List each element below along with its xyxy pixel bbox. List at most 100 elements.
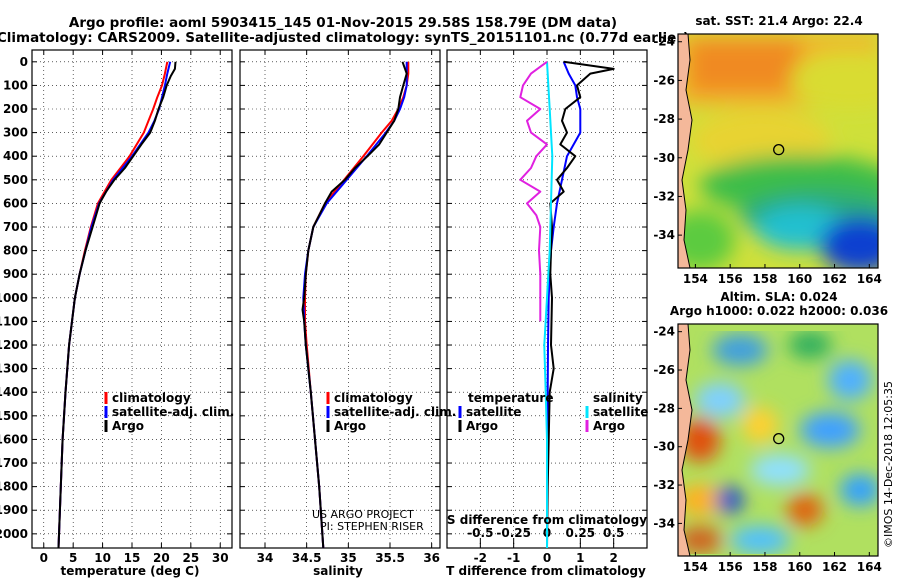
series-line-temperature-satellite (546, 61, 582, 548)
x-tick-label: 25 (182, 551, 199, 565)
sst-coastline (681, 34, 693, 268)
map-x-tick-label: 156 (718, 560, 743, 574)
x-tick-label: 34.5 (292, 551, 322, 565)
map-y-tick-label: -24 (653, 325, 675, 339)
salinity-axis-label: salinity (313, 564, 363, 578)
depth-tick-label: 300 (3, 126, 28, 140)
sla-map (678, 324, 878, 556)
map-x-tick-label: 164 (857, 272, 882, 286)
series-line-satellite-adj-clim- (57, 61, 172, 549)
legend-heading-salinity: salinity (593, 391, 643, 405)
map-y-tick-label: -34 (653, 516, 675, 530)
sst-field (678, 34, 878, 268)
map-x-tick-label: 160 (787, 560, 812, 574)
t-difference-axis-label: T difference from climatology (446, 564, 646, 578)
depth-tick-label: 1300 (0, 362, 28, 376)
map-x-tick-label: 162 (822, 272, 847, 286)
legend-label-satellite: satellite-adj. clim. (112, 405, 234, 419)
x-tick-label: 2 (609, 551, 617, 565)
map-y-tick-label: -26 (653, 73, 675, 87)
credit-line1: US ARGO PROJECT (312, 508, 414, 521)
grid-layer (32, 50, 647, 548)
x-tick-label: 36 (423, 551, 440, 565)
x-tick-label: 10 (94, 551, 111, 565)
x-tick-label: -1 (507, 551, 520, 565)
legend-label-argo: Argo (334, 419, 366, 433)
sst-map-frame (677, 33, 879, 269)
depth-tick-label: 600 (3, 196, 28, 210)
map-x-tick-label: 154 (683, 272, 708, 286)
depth-tick-label: 1600 (0, 432, 28, 446)
salinity-panel-frame (239, 49, 441, 549)
map-x-tick-label: 158 (752, 560, 777, 574)
map-y-tick-label: -26 (653, 363, 675, 377)
depth-tick-label: 400 (3, 149, 28, 163)
temperature-axis-label: temperature (deg C) (61, 564, 200, 578)
temperature-legend: climatology satellite-adj. clim. Argo (104, 391, 234, 433)
sst-map-axes: 154 156 158 160 162 164 -24 -26 -28 -30 -32 -34 (653, 35, 882, 286)
map-x-tick-label: 158 (752, 272, 777, 286)
map-x-tick-label: 154 (683, 560, 708, 574)
series-line-salinity-satellite (543, 61, 554, 548)
x-tick-label: 1 (576, 551, 584, 565)
legend-heading-temperature: temperature (468, 391, 553, 405)
sst-land (678, 34, 692, 268)
depth-tick-label: 700 (3, 220, 28, 234)
legend-label-argo: Argo (112, 419, 144, 433)
s-diff-tick-label: -0.25 (496, 526, 531, 540)
depth-axis: 0 100 200 300 400 500 600 700 800 900 1000 1100 1200… (0, 55, 647, 541)
depth-tick-label: 1700 (0, 456, 28, 470)
legend-label-sal-satellite: satellite (593, 405, 648, 419)
depth-tick-label: 100 (3, 78, 28, 92)
argo-position-marker (773, 143, 785, 156)
map-x-tick-label: 162 (822, 560, 847, 574)
depth-tick-label: 1400 (0, 385, 28, 399)
x-axes: 0 5 10 15 20 25 30 34 34.5 35 35.5 36 -2 -1 0 1 2 -0.5 -0.… (40, 50, 624, 565)
series-line-climatology (304, 61, 410, 549)
header-line2: Climatology: CARS2009. Satellite-adjuste… (0, 30, 689, 46)
map-x-tick-label: 160 (787, 272, 812, 286)
x-tick-label: 34 (257, 551, 274, 565)
s-diff-tick-label: 0.5 (603, 526, 624, 540)
series-line-argo (301, 61, 408, 549)
map-y-tick-label: -24 (653, 35, 675, 49)
legend-label-sal-argo: Argo (593, 419, 625, 433)
s-diff-tick-label: 0.25 (566, 526, 596, 540)
map-y-tick-label: -28 (653, 401, 675, 415)
depth-tick-label: 1900 (0, 503, 28, 517)
depth-tick-label: 500 (3, 173, 28, 187)
depth-tick-label: 1800 (0, 480, 28, 494)
x-tick-label: 0 (40, 551, 48, 565)
argo-position-marker (773, 433, 785, 445)
map-y-tick-label: -34 (653, 228, 675, 242)
map-x-tick-label: 156 (718, 272, 743, 286)
x-tick-label: -2 (474, 551, 487, 565)
depth-tick-label: 1000 (0, 291, 28, 305)
sst-map-title: sat. SST: 21.4 Argo: 22.4 (695, 14, 862, 28)
map-y-tick-label: -32 (653, 478, 675, 492)
sla-map-subtitle: Argo h1000: 0.022 h2000: 0.036 (670, 304, 888, 318)
map-y-tick-label: -30 (653, 151, 675, 165)
s-difference-title: S difference from climatology (447, 513, 647, 527)
series-line-argo (57, 61, 177, 549)
credit-line2: PI: STEPHEN RISER (320, 520, 424, 533)
timestamp: ©IMOS 14-Dec-2018 12:05:35 (882, 381, 895, 548)
depth-tick-label: 800 (3, 244, 28, 258)
legend-label-temp-satellite: satellite (466, 405, 521, 419)
x-tick-label: 15 (124, 551, 141, 565)
sla-land (678, 324, 692, 556)
map-y-tick-label: -28 (653, 112, 675, 126)
series-line-temperature-argo (546, 60, 615, 549)
sla-map-axes: 154 156 158 160 162 164 -24 -26 -28 -30 -32 -34 (653, 325, 882, 574)
difference-legend: temperature salinity satellite Argo sate… (458, 391, 648, 433)
depth-tick-label: 1100 (0, 314, 28, 328)
series-line-salinity-argo (519, 60, 548, 322)
map-x-tick-label: 164 (857, 560, 882, 574)
x-tick-label: 20 (153, 551, 170, 565)
depth-tick-label: 1200 (0, 338, 28, 352)
sla-map-title: Altim. SLA: 0.024 (720, 290, 837, 304)
map-y-tick-label: -30 (653, 440, 675, 454)
sla-field (678, 331, 878, 554)
depth-tick-label: 1500 (0, 409, 28, 423)
